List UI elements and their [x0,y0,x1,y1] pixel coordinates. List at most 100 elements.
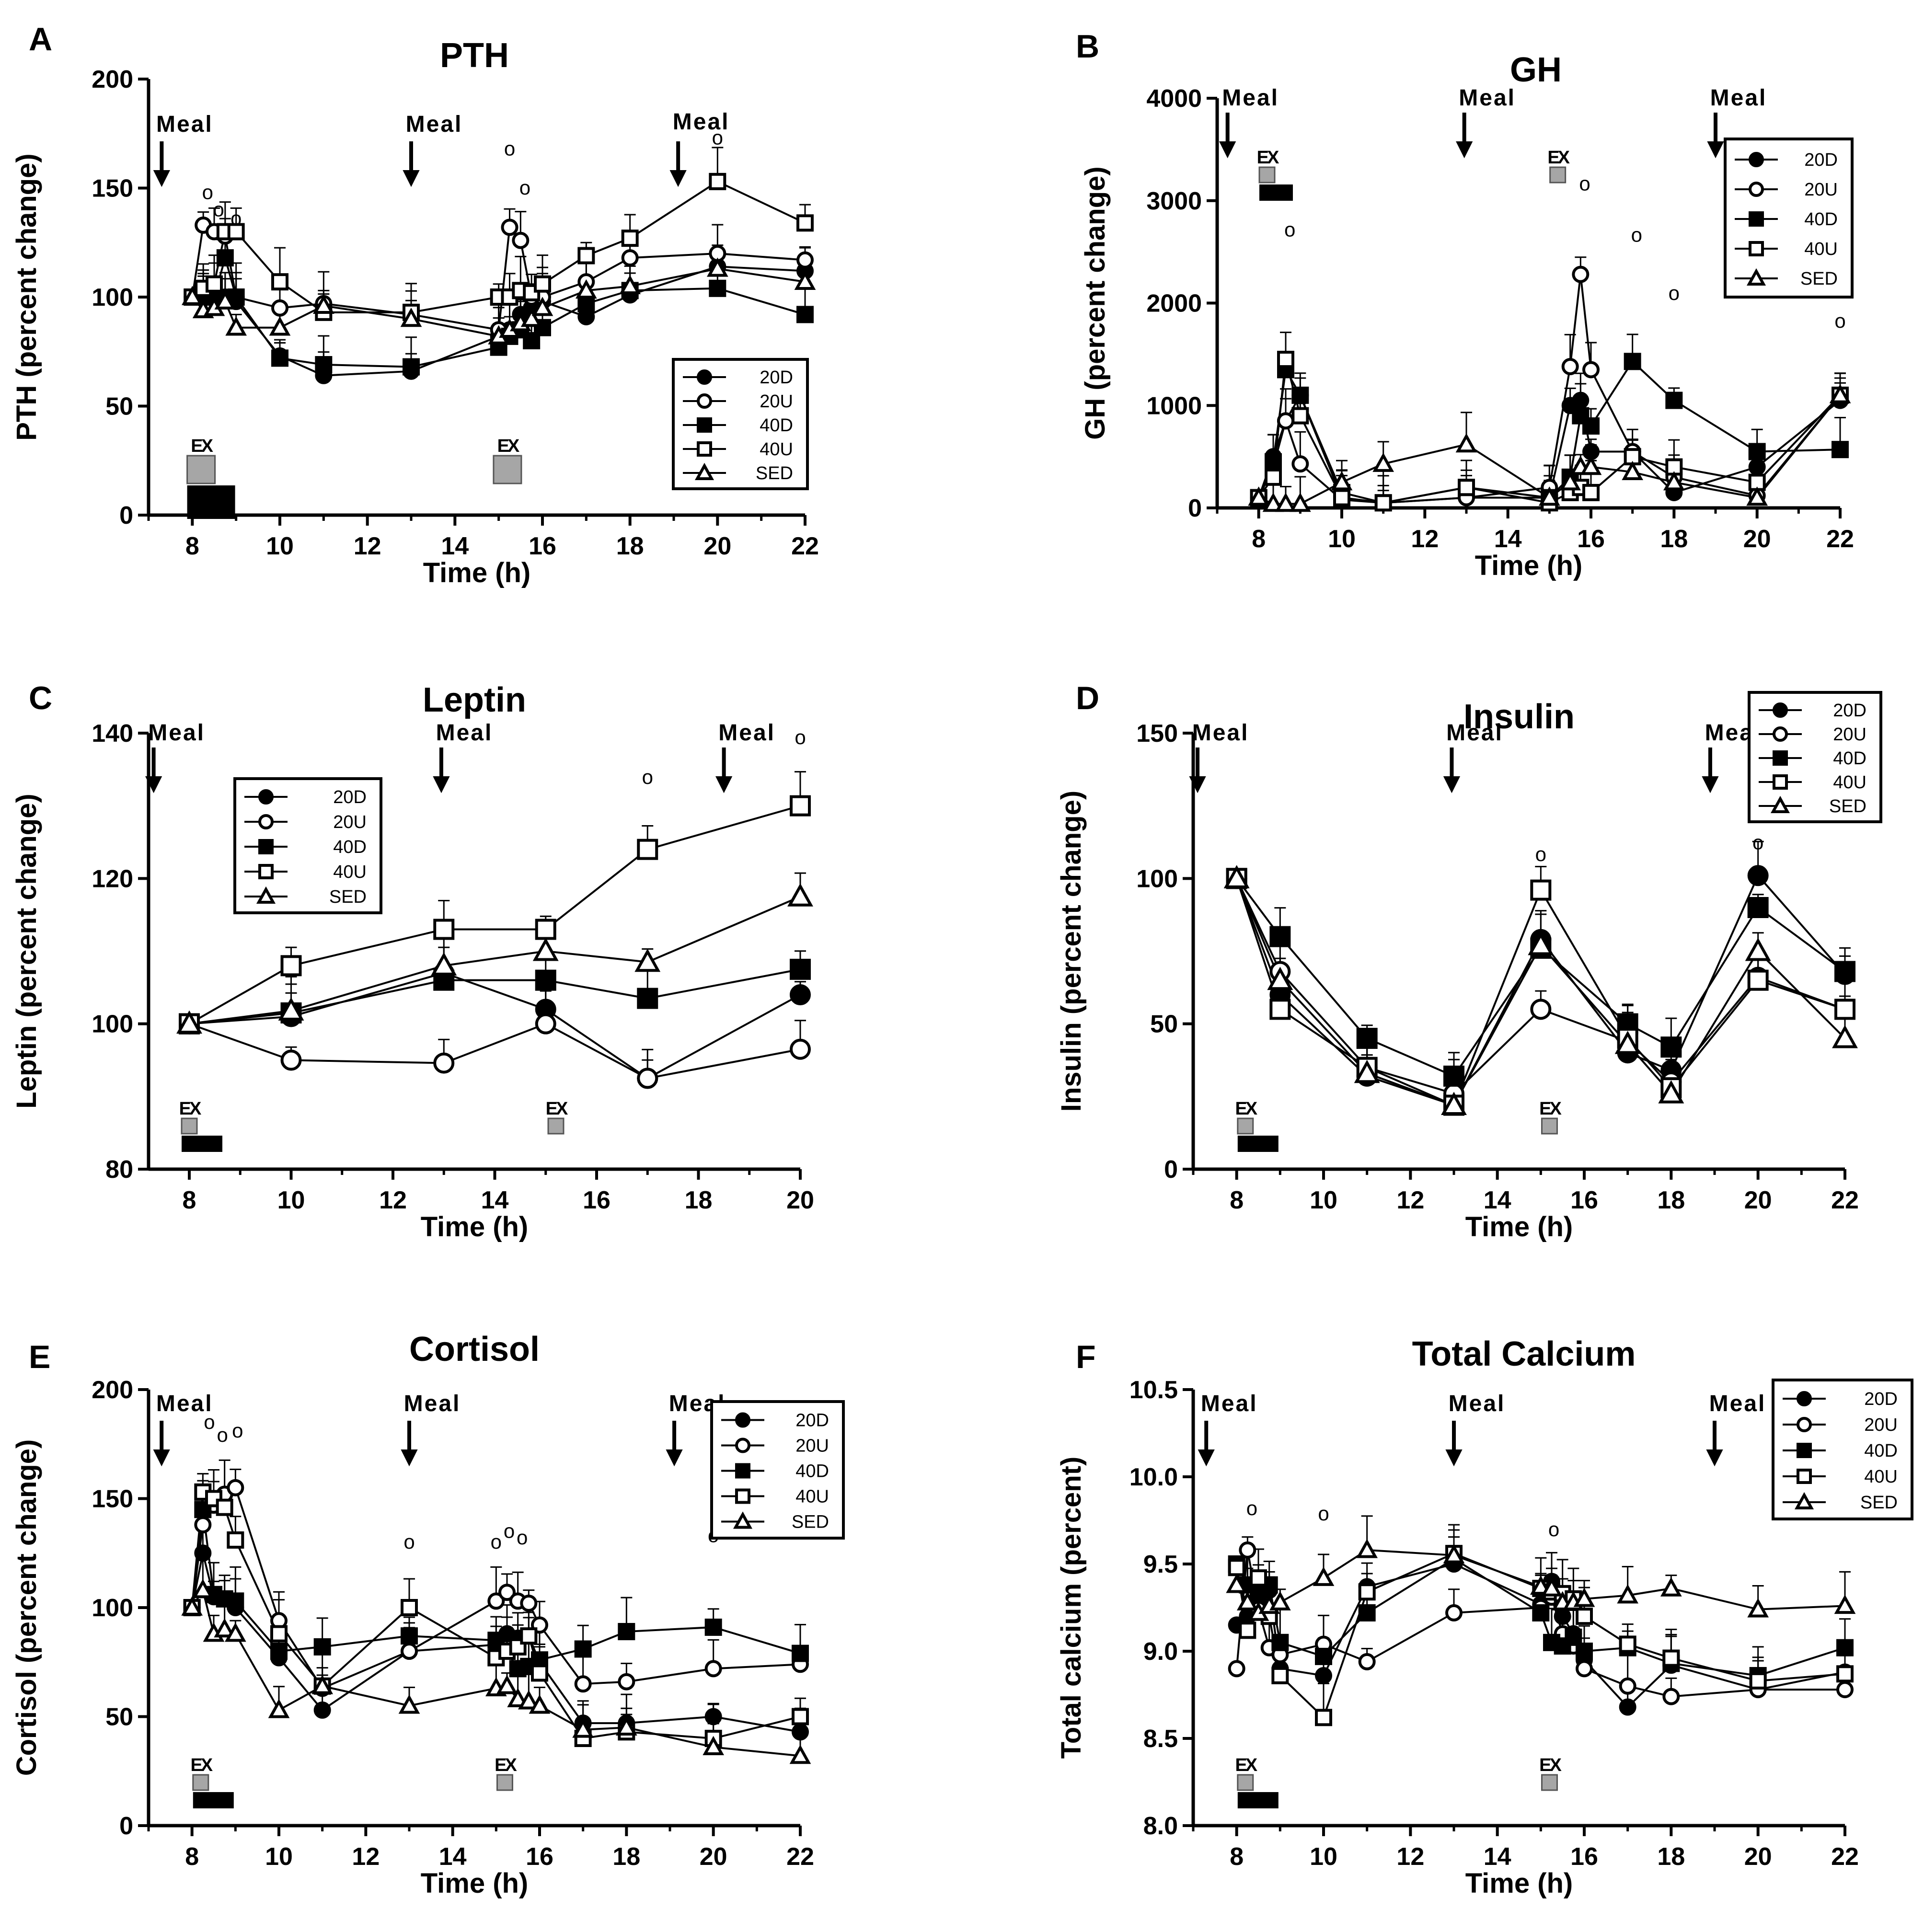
panel-a-series-sed-point [269,316,291,336]
panel-f-ex-label: EX [1539,1755,1562,1775]
panel-c-y-axis-label: Leptin (percent change) [11,794,42,1108]
panel-f-meal-label: Meal [1201,1391,1258,1416]
panel-b-y-tick-label: 2000 [1146,290,1202,318]
panel-f-y-tick-label: 10.0 [1129,1463,1178,1491]
panel-d-series-sed-point [1441,1092,1467,1116]
panel-d-meal-arrow-head [1702,776,1719,794]
panel-a-significance-mark: o [213,198,224,221]
panel-c-series-20d-point [790,984,811,1005]
panel-f-series-20d-point [1619,1698,1636,1716]
panel-e-legend-marker [735,1438,750,1453]
panel-e-series-20u-point [227,1479,244,1496]
panel-f-series-40u-point [1250,1569,1267,1587]
panel-e-series-sed-point [518,1690,540,1710]
panel-f-series-20u-point [1445,1604,1463,1622]
panel-e-series-40d-point [227,1592,244,1610]
panel-f-series-sed-point [1313,1566,1335,1586]
panel-f-x-tick-label: 8 [1230,1843,1244,1871]
panel-a-significance-mark: o [712,126,723,149]
panel-f-series-40d-point [1358,1604,1376,1622]
panel-b-series-20u-point [1277,412,1294,430]
panel-d-legend-marker [1770,795,1790,813]
panel-a-legend-marker [697,393,712,409]
panel-d-legend-marker [1773,750,1788,766]
panel-f-legend-marker [1797,1443,1812,1458]
panel-e-x-tick-label: 20 [700,1843,727,1871]
panel-e-cortisol: E Cortisol 0 50 100 150 200 8 10 12 14 16 18 20 22 Time… [11,1330,845,1899]
panel-a-meal-arrow-head [153,170,171,187]
panel-f-legend-label: 20U [1864,1415,1898,1435]
panel-b-meal-arrow-head [1456,141,1473,159]
panel-c-series-40d-point [637,988,658,1009]
panel-b-y-tick-label: 3000 [1146,187,1202,215]
panel-c-meal-label: Meal [148,720,205,746]
panel-b-legend-marker [1749,152,1764,167]
panel-d-x-axis-label: Time (h) [1465,1211,1573,1242]
panel-e-exercise-bar [193,1792,234,1808]
panel-d-x-tick-label: 10 [1310,1186,1337,1214]
panel-f-series-20u-point [1619,1677,1636,1695]
panel-a-series-sed-point [214,290,236,310]
panel-f-series-40u-point [1662,1649,1680,1667]
panel-e-series-20d-point [194,1544,212,1562]
panel-a-y-tick-label: 200 [92,66,133,93]
panel-f-x-tick-label: 20 [1744,1843,1772,1871]
panel-b-series-sed-point [1331,471,1353,491]
panel-e-ex-label: EX [495,1755,517,1775]
panel-c-series-40u-point [535,919,556,940]
panel-f-series-40d-point [1565,1628,1582,1646]
panel-c-x-tick-label: 10 [277,1186,305,1214]
panel-f-series-40u-point [1228,1559,1245,1576]
panel-b-series-sed-point [1663,471,1685,491]
panel-b-series-sed-point [1262,493,1284,512]
panel-f-y-tick-label: 10.5 [1129,1376,1178,1404]
panel-c-series-40u-point [280,955,302,977]
panel-b-series-40u-point [1582,483,1600,501]
panel-c-series-40u-point [433,919,455,940]
panel-d-y-tick-label: 0 [1164,1156,1178,1184]
panel-a-legend-marker [697,369,712,385]
panel-f-series-40u-point [1576,1608,1593,1625]
panel-e-significance-mark: o [403,1530,415,1553]
panel-e-ex-label: EX [190,1755,213,1775]
panel-d-series-sed-point [1658,1080,1684,1104]
panel-a-x-tick-label: 16 [529,532,556,560]
panel-c-meal-label: Meal [718,720,775,746]
panel-c-series-20u-point [433,1052,455,1074]
panel-a-letter: A [29,21,52,58]
panel-d-series-sed-point [1528,932,1554,955]
panel-c-ex-label: EX [179,1099,202,1119]
panel-d-series-40u-point [1747,969,1769,991]
panel-b-series-sed-point [1455,433,1477,453]
panel-c-legend-marker [258,814,274,829]
panel-c-legend-marker [258,789,274,805]
panel-d-exercise-bar [1237,1136,1279,1152]
panel-a-series-20u-point [796,251,814,269]
panel-b-significance-mark: o [1579,172,1590,195]
panel-c-meal-label: Meal [436,720,493,746]
panel-d-legend-label: 20D [1833,701,1866,721]
panel-b-meal-label: Meal [1222,85,1279,111]
panel-a-series-40d-point [216,249,234,267]
panel-b-x-tick-label: 22 [1826,525,1854,553]
panel-e-meal-label: Meal [156,1391,213,1416]
panel-e-series-40d-point [401,1627,418,1645]
panel-f-y-tick-label: 8.5 [1143,1725,1178,1753]
panel-b-legend-marker [1749,182,1764,197]
panel-e-significance-mark: o [517,1526,528,1549]
panel-f-series-sed-point [1834,1594,1856,1614]
panel-d-ex-label: EX [1539,1099,1562,1119]
panel-b-series-sed-point [1622,460,1644,480]
panel-d-exercise-box [1237,1117,1254,1135]
panel-d-series-sed-point [1832,1024,1858,1048]
panel-f-legend-label: 40D [1864,1441,1898,1461]
panel-c-x-tick-label: 8 [183,1186,196,1214]
panel-b-series-20d-point [1748,458,1766,476]
panel-e-series-sed-point [789,1744,811,1764]
panel-d-title: Insulin [1463,698,1575,736]
panel-c-ex-label: EX [546,1099,568,1119]
panel-d-series-40d-point [1834,961,1855,982]
panel-e-meal-label: Meal [404,1391,461,1416]
panel-b-series-sed-point [1580,456,1602,475]
panel-c-title: Leptin [423,681,526,719]
